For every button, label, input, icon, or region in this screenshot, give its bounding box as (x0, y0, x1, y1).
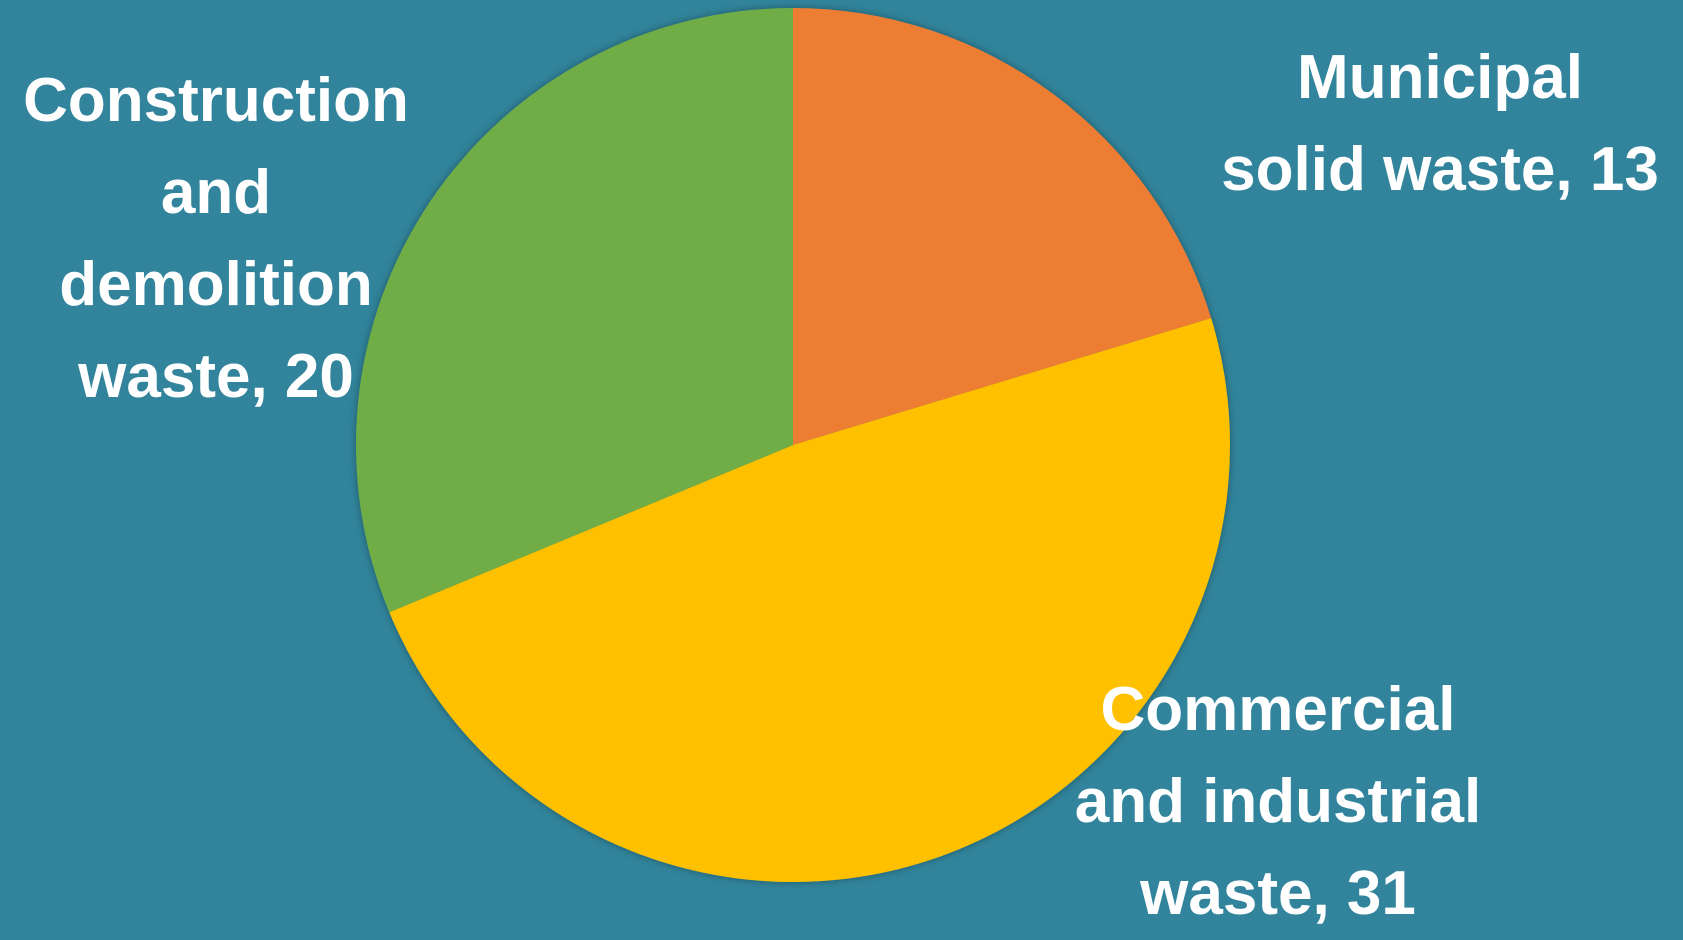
pie-slice-construction-and-demolition-waste (356, 8, 793, 613)
pie-slice-municipal-solid-waste (793, 8, 1212, 445)
pie-slice-commercial-and-industrial-waste (389, 318, 1231, 883)
slice-label-construction-and-demolition-waste: Construction and demolition waste, 20 (23, 66, 409, 411)
slice-label-municipal-solid-waste: Municipal solid waste, 13 (1221, 43, 1659, 204)
slice-label-commercial-and-industrial-waste: Commercial and industrial waste, 31 (1074, 675, 1482, 928)
